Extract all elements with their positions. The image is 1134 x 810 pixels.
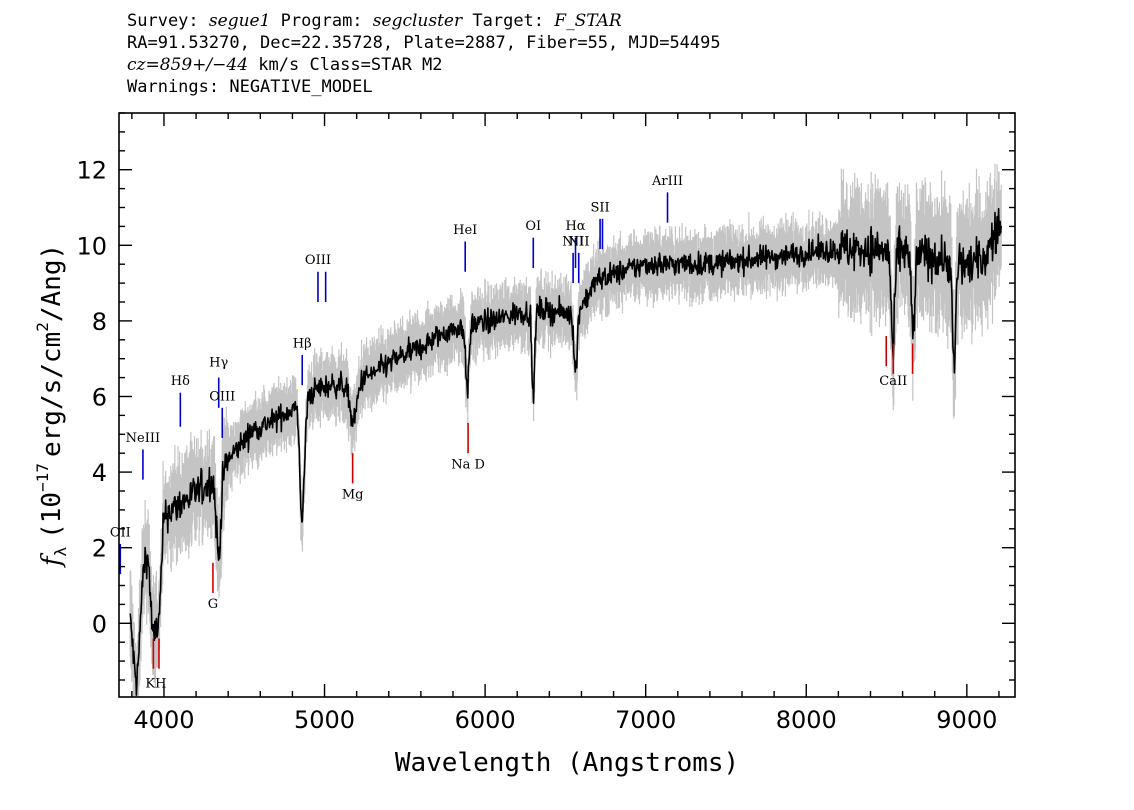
y-tick-label: 12 <box>76 157 107 185</box>
header-line-4: Warnings: NEGATIVE_MODEL <box>127 77 373 97</box>
y-tick-label: 0 <box>92 610 107 638</box>
emission-line-label-11: Hα <box>565 219 585 234</box>
y-tick-label: 4 <box>92 459 107 487</box>
target-value: F_STAR <box>554 11 622 31</box>
x-tick-label: 6000 <box>455 706 516 734</box>
absorption-line-label-7: CaII <box>879 374 907 389</box>
emission-line-label-10: NII <box>562 234 584 249</box>
y-tick-label: 8 <box>92 308 107 336</box>
header-line-2: RA=91.53270, Dec=22.35728, Plate=2887, F… <box>127 33 721 53</box>
program-label: Program: <box>280 11 363 31</box>
y-axis-title-sub: λ <box>51 547 70 557</box>
emission-line-label-4: OIII <box>209 389 235 404</box>
emission-line-label-9: OI <box>525 219 541 234</box>
x-tick-label: 9000 <box>936 706 997 734</box>
emission-line-label-15: ArIII <box>651 174 683 189</box>
x-tick-label: 5000 <box>294 706 355 734</box>
absorption-line-label-4: Mg <box>342 488 364 503</box>
class-value: km/s Class=STAR M2 <box>258 55 443 75</box>
emission-line-label-8: HeI <box>453 223 477 238</box>
plot-frame <box>118 112 1016 698</box>
emission-line-label-0: OII <box>110 525 131 540</box>
flux-line <box>129 207 1002 696</box>
x-tick-label: 4000 <box>133 706 194 734</box>
y-tick-label: 2 <box>92 535 107 563</box>
emission-line-label-3: Hγ <box>209 355 228 370</box>
program-value: segcluster <box>372 11 463 31</box>
emission-line-label-1: NeIII <box>126 431 160 446</box>
emission-line-label-2: Hδ <box>171 374 190 389</box>
absorption-line-label-5: Na D <box>451 457 485 472</box>
emission-line-label-13: SII <box>590 200 609 215</box>
y-axis-title-exp2: 2 <box>33 322 52 332</box>
absorption-line-label-3: G <box>208 597 218 612</box>
flux-series <box>129 207 1002 696</box>
target-label: Target: <box>472 11 545 31</box>
axes: 4000 5000 6000 7000 8000 9000 0 2 4 6 8 10 12 <box>76 112 1016 734</box>
survey-value: segue1 <box>208 11 271 31</box>
y-axis-title-main: (10 <box>37 492 67 539</box>
y-tick-label: 6 <box>92 383 107 411</box>
emission-line-label-5: Hβ <box>293 336 312 351</box>
x-tick-label: 8000 <box>776 706 837 734</box>
y-axis-title-tail: /Ang) <box>37 244 67 322</box>
x-tick-label: 7000 <box>615 706 676 734</box>
y-axis-title: fλ(10−17erg/s/cm2/Ang) <box>33 244 70 568</box>
emission-line-label-6: OIII <box>305 253 331 268</box>
survey-label: Survey: <box>127 11 199 31</box>
y-tick-label: 10 <box>76 232 107 260</box>
y-axis-title-exp: −17 <box>33 463 52 492</box>
x-axis-title: Wavelength (Angstroms) <box>395 748 739 778</box>
header-line-3: cz=859+/−44 km/s Class=STAR M2 <box>127 54 1027 76</box>
redshift-value: cz=859+/−44 <box>127 55 249 75</box>
y-axis-title-units: erg/s/cm <box>37 332 67 457</box>
header-line-1: Survey: segue1 Program: segcluster Targe… <box>127 10 1027 32</box>
emission-line-label-12: NII <box>568 234 590 249</box>
absorption-line-label-2: KH <box>145 677 166 692</box>
spectrum-header: Survey: segue1 Program: segcluster Targe… <box>127 10 1027 98</box>
